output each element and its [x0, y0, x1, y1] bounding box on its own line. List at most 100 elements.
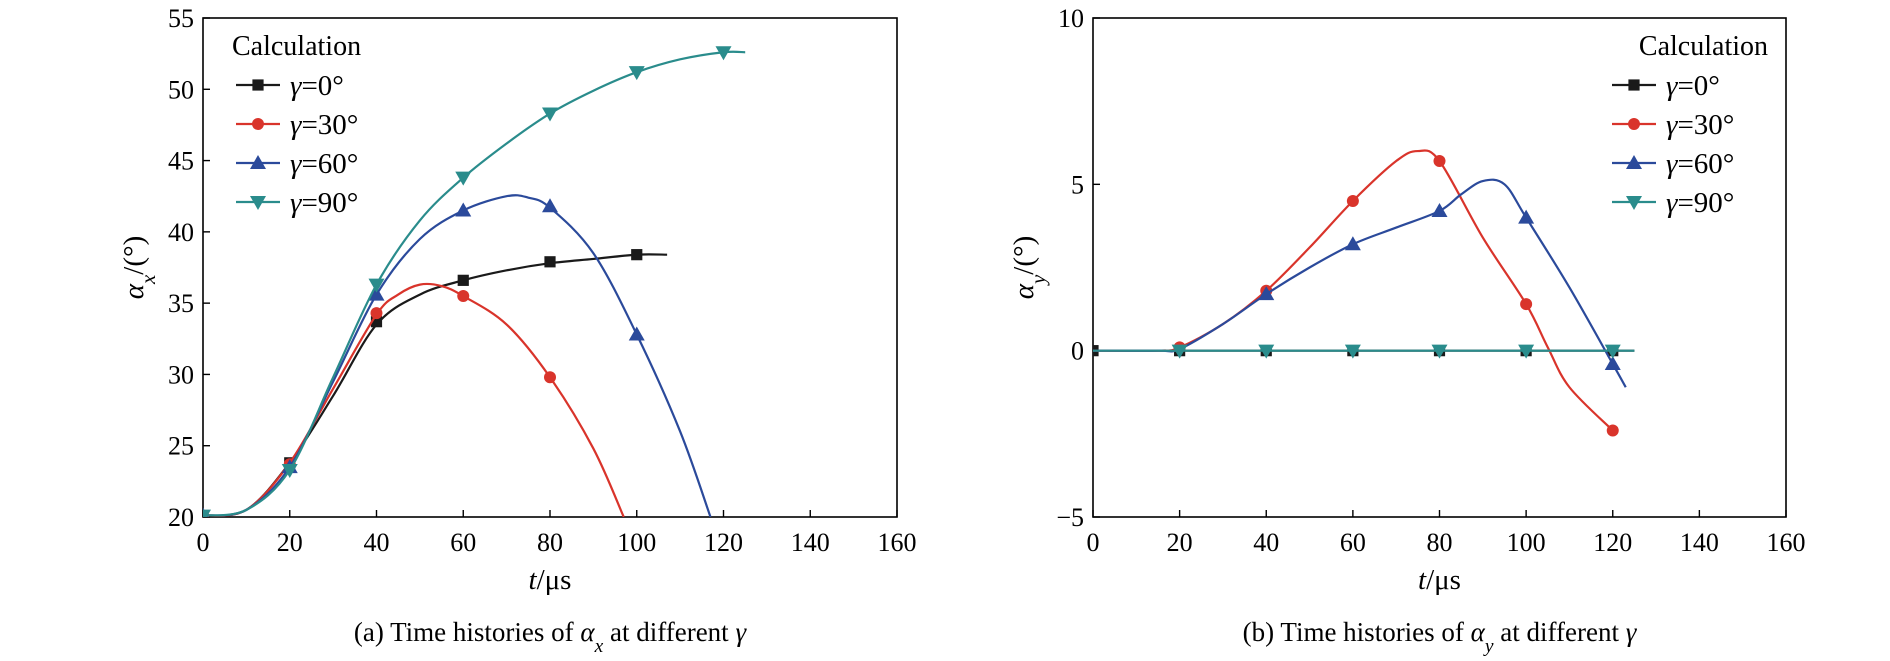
data-point	[370, 307, 383, 320]
x-tick-label: 140	[1680, 528, 1719, 557]
x-tick-label: 100	[617, 528, 656, 557]
plot-area	[1093, 149, 1635, 437]
legend-item: γ=60°	[236, 148, 358, 180]
legend-marker	[1628, 79, 1640, 91]
series-2	[203, 194, 712, 517]
data-point	[628, 326, 645, 341]
series-line	[1093, 149, 1614, 432]
data-point	[1344, 344, 1361, 359]
data-point	[544, 371, 556, 384]
data-point	[1606, 424, 1619, 437]
series-line	[1093, 178, 1627, 388]
series-0	[203, 249, 668, 517]
data-point	[1520, 298, 1533, 311]
x-axis-label: t/μs	[1418, 564, 1461, 596]
series-2	[1093, 178, 1627, 388]
y-tick-label: 45	[168, 147, 194, 176]
x-tick-label: 120	[704, 528, 743, 557]
chart-panel-b: 0 20 40 60 80 100 120 140 160−50510t/μsαy/(°)Cal…	[1008, 4, 1806, 596]
data-point	[1604, 355, 1621, 370]
data-point	[281, 463, 298, 478]
data-point	[715, 46, 732, 61]
y-tick-label: 40	[168, 218, 194, 247]
series-line	[203, 253, 668, 517]
series-1	[1093, 149, 1619, 437]
series-line	[203, 194, 712, 517]
data-point	[631, 249, 643, 261]
data-point	[628, 66, 645, 81]
y-tick-label: 50	[168, 75, 194, 104]
x-tick-label: 0	[1087, 528, 1100, 557]
data-point	[455, 202, 472, 217]
legend: Calculation γ=0° γ=30° γ=60° γ=90°	[232, 31, 361, 219]
x-tick-label: 80	[1427, 528, 1453, 557]
y-tick-label: 25	[168, 432, 194, 461]
x-tick-label: 100	[1507, 528, 1546, 557]
legend-title: Calculation	[232, 31, 361, 62]
data-point	[1433, 155, 1446, 168]
legend-marker	[252, 79, 264, 91]
legend-label: γ=60°	[290, 148, 358, 180]
series-3	[1093, 344, 1635, 359]
legend-marker	[250, 155, 266, 169]
figure-caption: (b) Time histories of αy at different γ	[1243, 617, 1638, 657]
data-point	[1431, 202, 1448, 217]
x-tick-label: 20	[277, 528, 303, 557]
data-point	[368, 286, 385, 301]
x-tick-label: 160	[878, 528, 917, 557]
legend-title: Calculation	[1639, 31, 1768, 62]
legend: Calculation γ=0° γ=30° γ=60° γ=90°	[1612, 31, 1768, 219]
x-tick-label: 0	[197, 528, 210, 557]
series-line	[203, 50, 746, 517]
legend-marker	[1626, 155, 1642, 169]
x-tick-label: 80	[537, 528, 563, 557]
data-point	[370, 316, 383, 328]
legend-marker	[250, 196, 266, 210]
legend-item: γ=60°	[1612, 148, 1734, 180]
data-point	[544, 256, 556, 268]
data-point	[542, 107, 558, 122]
legend-item: γ=0°	[1612, 70, 1720, 102]
data-point	[368, 278, 385, 293]
y-tick-label: 55	[168, 4, 194, 33]
y-tick-label: 35	[168, 289, 194, 318]
data-point	[457, 290, 470, 303]
chart-panel-a: 0 20 40 60 80 100 120 140 1602025303540455055t/μ…	[118, 4, 917, 596]
data-point	[542, 198, 558, 213]
legend-marker	[1626, 196, 1642, 210]
legend-item: γ=90°	[1612, 187, 1734, 219]
y-tick-label: 20	[168, 503, 194, 532]
data-point	[457, 274, 469, 286]
y-axis: 20 25 30 35 40 45 50 55	[168, 4, 210, 532]
y-axis: −5 0 5 10	[1056, 4, 1100, 532]
legend-label: γ=0°	[290, 70, 344, 102]
y-tick-label: 30	[168, 360, 194, 389]
series-1	[203, 282, 625, 517]
legend-item: γ=0°	[236, 70, 344, 102]
legend-label: γ=30°	[290, 109, 358, 141]
data-point	[1344, 236, 1361, 251]
legend-label: γ=60°	[1666, 148, 1734, 180]
x-axis: 0 20 40 60 80 100 120 140 160	[1087, 510, 1806, 557]
x-tick-label: 40	[364, 528, 390, 557]
series-3	[203, 46, 746, 517]
data-point	[1258, 344, 1275, 359]
legend-label: γ=30°	[1666, 109, 1734, 141]
legend-item: γ=90°	[236, 187, 358, 219]
data-point	[1518, 209, 1535, 224]
data-point	[1258, 286, 1275, 301]
x-tick-label: 40	[1253, 528, 1279, 557]
data-point	[203, 509, 211, 517]
y-tick-label: 10	[1058, 4, 1084, 33]
y-axis-label: αx/(°)	[118, 236, 160, 299]
data-point	[1171, 344, 1188, 359]
x-tick-label: 20	[1167, 528, 1193, 557]
x-tick-label: 160	[1767, 528, 1806, 557]
legend-item: γ=30°	[1612, 109, 1734, 141]
data-point	[455, 171, 472, 186]
x-axis-label: t/μs	[529, 564, 572, 596]
legend-label: γ=90°	[290, 187, 358, 219]
x-tick-label: 60	[1340, 528, 1366, 557]
y-tick-label: 0	[1071, 337, 1084, 366]
figure-caption: (a) Time histories of αx at different γ	[354, 617, 748, 657]
